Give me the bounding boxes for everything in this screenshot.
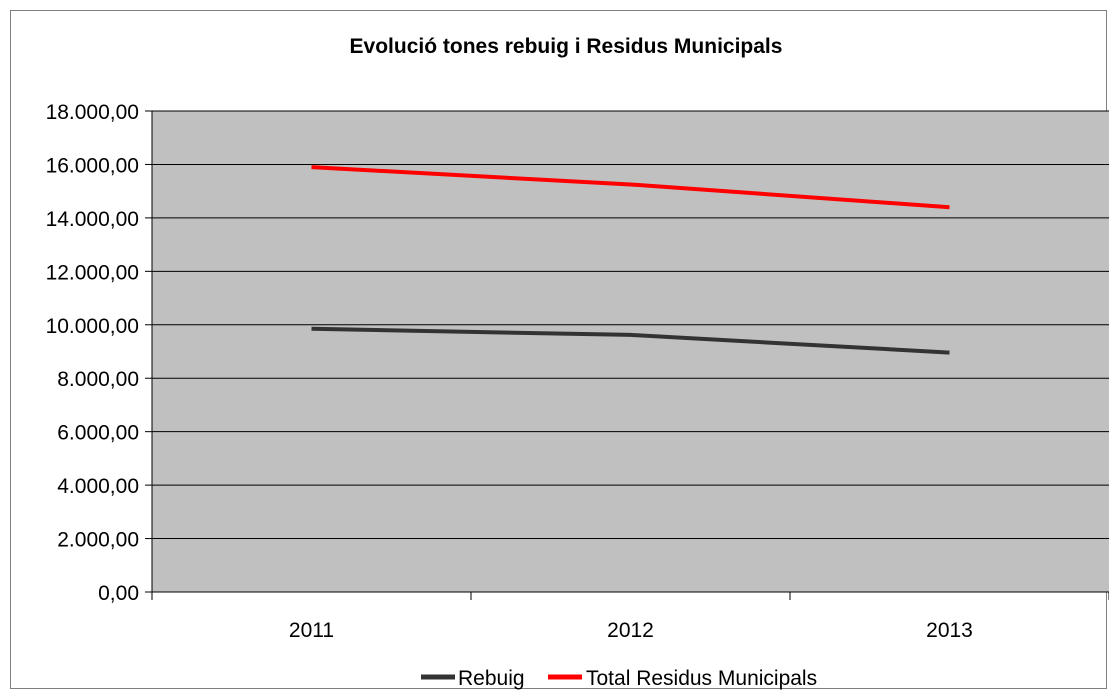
- x-tick-label: 2011: [289, 619, 334, 642]
- x-tick-label: 2012: [607, 619, 654, 642]
- y-tick-label: 18.000,00: [46, 101, 139, 124]
- x-axis-ticks: 2011 2012 2013: [151, 592, 1109, 642]
- y-tick-label: 0,00: [98, 582, 139, 605]
- gridlines: [152, 110, 1109, 540]
- y-tick-label: 14.000,00: [46, 208, 139, 231]
- series-line-rebuig: [311, 326, 950, 355]
- legend-label: Total Residus Municipals: [586, 667, 817, 690]
- axes: [151, 111, 1109, 593]
- legend: Rebuig Total Residus Municipals: [421, 667, 817, 690]
- y-tick-label: 10.000,00: [46, 315, 139, 338]
- series-line-total-residus-municipals: [311, 165, 950, 210]
- y-tick-label: 8.000,00: [57, 368, 139, 391]
- y-tick-label: 2.000,00: [57, 529, 139, 552]
- y-tick-label: 12.000,00: [46, 261, 139, 284]
- series-lines: [311, 165, 950, 355]
- y-axis-ticks: 0,00 2.000,00 4.000,00 6.000,00 8.000,00 10.0…: [46, 101, 152, 605]
- x-tick-label: 2013: [926, 619, 973, 642]
- y-tick-label: 4.000,00: [57, 475, 139, 498]
- y-tick-label: 6.000,00: [57, 422, 139, 445]
- legend-label: Rebuig: [458, 667, 525, 690]
- chart-title: Evolució tones rebuig i Residus Municipa…: [350, 35, 783, 58]
- y-tick-label: 16.000,00: [46, 154, 139, 177]
